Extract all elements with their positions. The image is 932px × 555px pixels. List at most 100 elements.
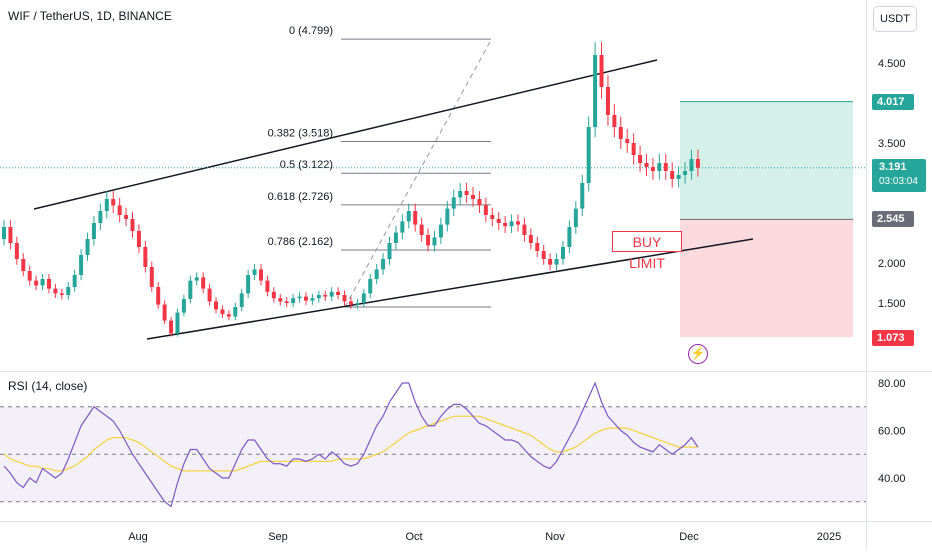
candle-body <box>271 291 276 299</box>
candle-body <box>323 295 328 297</box>
candle-body <box>573 208 578 227</box>
candle-body <box>130 219 135 231</box>
candle-body <box>618 127 623 139</box>
candle-body <box>40 279 45 286</box>
candle-body <box>310 298 315 301</box>
candle-body <box>586 127 591 183</box>
candle-body <box>149 267 154 287</box>
candle-body <box>278 298 283 302</box>
candle-body <box>361 293 366 303</box>
candle-body <box>201 277 206 289</box>
countdown-value: 03:03:04 <box>879 176 918 187</box>
candle-body <box>419 224 424 235</box>
candle-body <box>265 280 270 292</box>
candle-body <box>670 171 675 179</box>
candle-body <box>503 223 508 227</box>
candle-body <box>348 301 353 305</box>
candle-body <box>85 239 90 255</box>
candle-body <box>368 279 373 294</box>
channel-lower-line <box>146 238 754 340</box>
time-axis-label: 2025 <box>817 531 841 543</box>
fib-level-label: 0.618 (2.726) <box>268 191 333 203</box>
candle-body <box>695 159 700 168</box>
candle-body <box>226 314 231 317</box>
candle-body <box>464 191 469 195</box>
candle-body <box>438 224 443 238</box>
candle-body <box>46 279 51 289</box>
candle-body <box>528 235 533 243</box>
candle-body <box>8 227 13 243</box>
candle-body <box>683 171 688 175</box>
candle-body <box>233 307 238 317</box>
candle-body <box>342 295 347 302</box>
candle-body <box>14 243 19 259</box>
fib-trend-line <box>344 39 492 308</box>
candle-body <box>91 223 96 239</box>
candle-body <box>458 191 463 198</box>
candle-body <box>663 163 668 171</box>
candle-body <box>252 269 257 275</box>
candle-body <box>406 211 411 222</box>
candle-body <box>644 163 649 167</box>
candle-body <box>175 312 180 334</box>
currency-button[interactable]: USDT <box>873 6 917 32</box>
candle-body <box>53 288 58 294</box>
candle-body <box>638 155 643 163</box>
time-axis-label: Aug <box>128 531 148 543</box>
rsi-axis-label: 60.00 <box>878 426 906 438</box>
candle-body <box>381 259 386 270</box>
candle-body <box>124 215 129 219</box>
candle-body <box>554 259 559 265</box>
candle-body <box>445 208 450 225</box>
price-axis-label: 4.500 <box>878 58 906 70</box>
lightning-icon[interactable]: ⚡ <box>688 344 708 364</box>
candle-body <box>316 295 321 299</box>
stop-price-tag: 1.073 <box>872 330 914 346</box>
candle-body <box>625 139 630 143</box>
candle-body <box>657 163 662 171</box>
rsi-axis-label: 40.00 <box>878 473 906 485</box>
rsi-title: RSI (14, close) <box>8 379 88 393</box>
candle-body <box>413 211 418 225</box>
buy-limit-label[interactable]: BUY LIMIT <box>612 231 682 271</box>
candle-body <box>2 227 6 239</box>
rsi-line <box>3 381 699 508</box>
candle-body <box>387 243 392 259</box>
candle-body <box>612 115 617 127</box>
candle-body <box>27 271 32 281</box>
price-axis-label: 1.500 <box>878 298 906 310</box>
candle-body <box>136 231 141 247</box>
target-zone <box>680 101 853 220</box>
candle-body <box>104 199 109 211</box>
candle-body <box>631 143 636 155</box>
candle-body <box>605 87 610 115</box>
candle-body <box>676 175 681 179</box>
candle-body <box>426 235 431 246</box>
time-axis-label: Oct <box>405 531 422 543</box>
entry-price-tag: 2.545 <box>872 211 914 227</box>
candle-body <box>535 243 540 251</box>
candle-body <box>98 211 103 223</box>
fib-level-label: 0.382 (3.518) <box>268 128 333 140</box>
fib-level-label: 0.5 (3.122) <box>280 159 333 171</box>
candle-body <box>522 224 527 235</box>
rsi-axis-label: 80.00 <box>878 378 906 390</box>
candle-body <box>689 159 694 171</box>
candle-body <box>162 304 167 321</box>
candle-body <box>246 275 251 294</box>
candle-body <box>509 221 514 227</box>
candle-body <box>451 197 456 209</box>
candle-body <box>336 291 341 295</box>
fib-level-label: 0.786 (2.162) <box>268 236 333 248</box>
candle-body <box>117 205 122 215</box>
target-price-tag: 4.017 <box>872 94 914 110</box>
candle-body <box>303 296 308 301</box>
time-axis-label: Nov <box>545 531 565 543</box>
time-axis-label: Dec <box>679 531 699 543</box>
candle-body <box>560 247 565 259</box>
price-axis-label: 3.500 <box>878 138 906 150</box>
candle-body <box>650 167 655 171</box>
candle-body <box>355 303 360 305</box>
